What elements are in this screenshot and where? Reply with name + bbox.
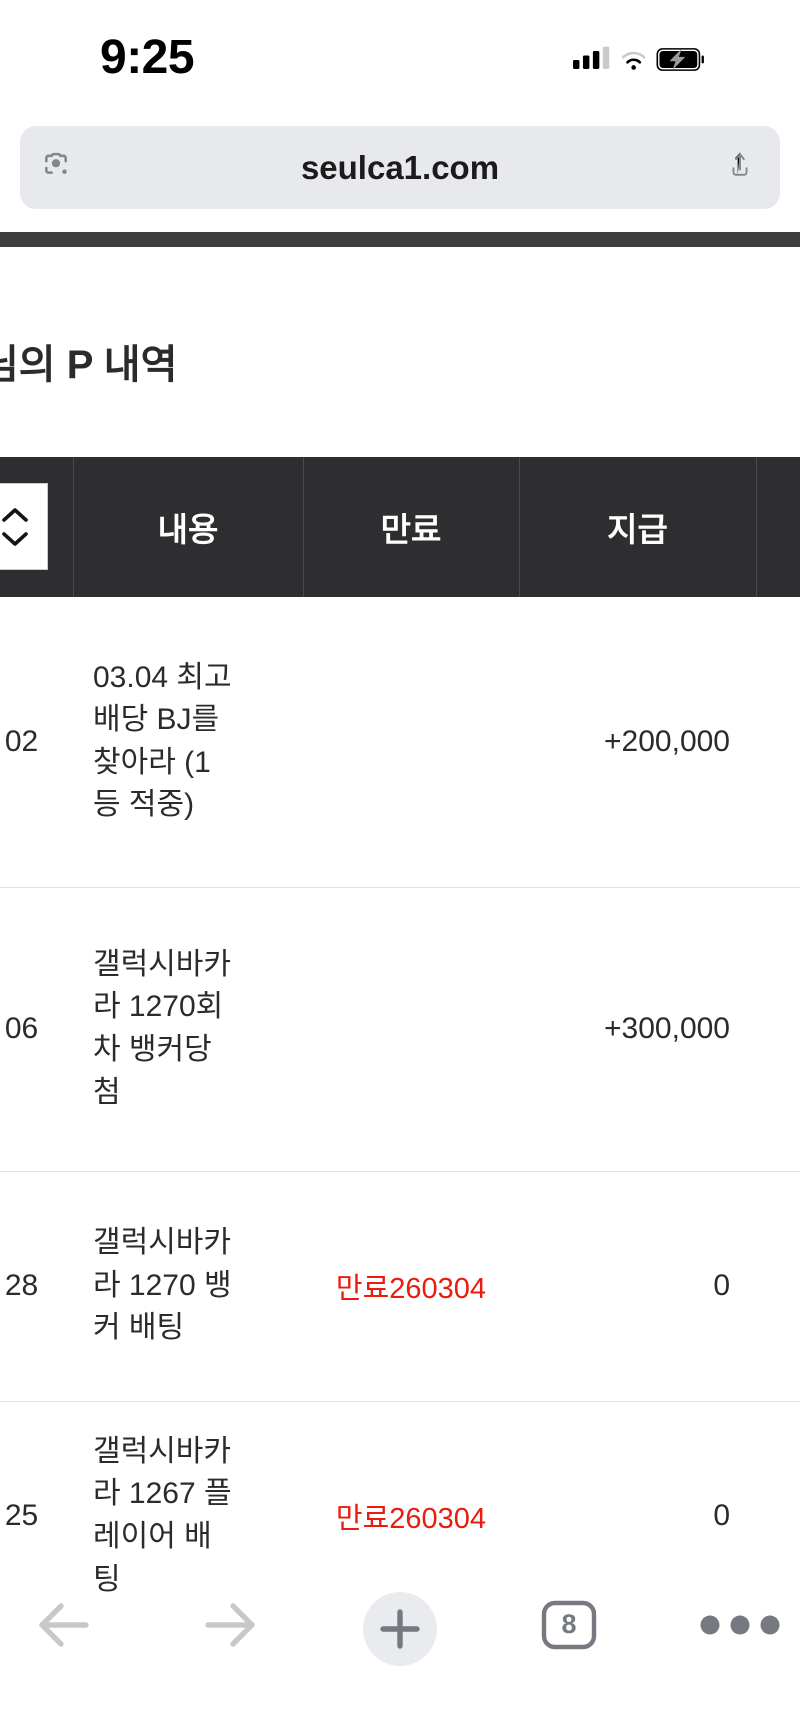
svg-text:8: 8 (561, 1609, 576, 1639)
